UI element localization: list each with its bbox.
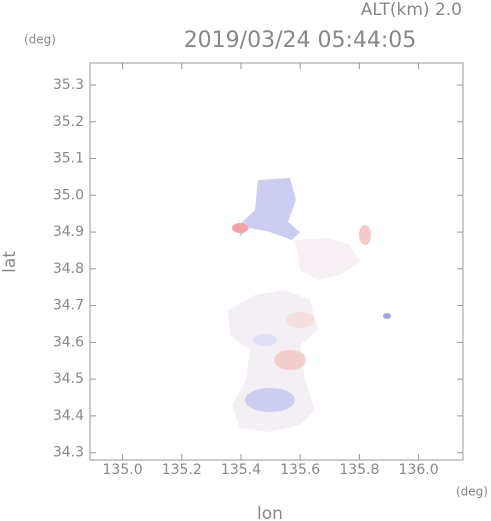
x-unit: (deg) (456, 485, 488, 499)
altitude-label: ALT(km) 2.0 (361, 0, 462, 20)
echo-area (286, 312, 314, 328)
echo-area (383, 313, 391, 319)
x-axis-label: lon (257, 504, 283, 521)
y-tick-label: 34.5 (53, 371, 84, 387)
x-tick-label: 135.4 (221, 462, 261, 478)
chart-title: 2019/03/24 05:44:05 (184, 28, 417, 53)
y-tick-label: 34.7 (53, 298, 84, 314)
y-unit: (deg) (24, 33, 56, 47)
y-tick-label: 35.0 (53, 187, 84, 203)
x-tick-label: 135.6 (280, 462, 320, 478)
x-tick-label: 135.0 (103, 462, 143, 478)
y-tick-label: 34.8 (53, 261, 84, 277)
x-tick-label: 135.8 (339, 462, 379, 478)
echo-area (274, 350, 306, 370)
y-tick-label: 34.9 (53, 224, 84, 240)
echo-area (238, 178, 300, 240)
echo-area (359, 225, 371, 245)
plot-frame (89, 62, 464, 461)
echo-area (245, 388, 295, 412)
x-tick-label: 136.0 (399, 462, 439, 478)
x-tick-label: 135.2 (162, 462, 202, 478)
y-tick-label: 35.1 (53, 151, 84, 167)
y-tick-label: 34.6 (53, 334, 84, 350)
echo-field (228, 178, 391, 432)
y-tick-label: 35.2 (53, 114, 84, 130)
echo-area (253, 334, 277, 346)
y-tick-label: 34.3 (53, 445, 84, 461)
y-tick-label: 35.3 (53, 77, 84, 93)
echo-area (232, 223, 248, 233)
y-tick-label: 34.4 (53, 408, 84, 424)
echo-area (295, 238, 360, 280)
y-axis-label: lat (0, 251, 20, 273)
